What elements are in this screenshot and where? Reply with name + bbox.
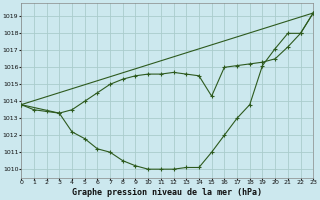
X-axis label: Graphe pression niveau de la mer (hPa): Graphe pression niveau de la mer (hPa) — [72, 188, 262, 197]
